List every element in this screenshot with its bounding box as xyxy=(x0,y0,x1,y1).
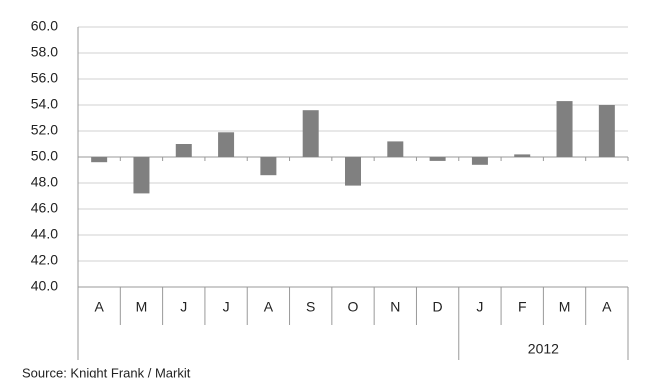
x-tick-label: A xyxy=(264,299,274,315)
bar xyxy=(598,105,615,157)
y-tick-label: 60.0 xyxy=(31,18,58,34)
x-tick-label: S xyxy=(306,299,315,315)
bar xyxy=(260,157,277,176)
x-tick-label: A xyxy=(94,299,104,315)
bar xyxy=(133,157,150,194)
x-tick-label: D xyxy=(433,299,443,315)
bar xyxy=(429,157,446,161)
y-tick-label: 50.0 xyxy=(31,148,58,164)
x-group-label: 2012 xyxy=(528,341,559,357)
x-tick-label: J xyxy=(223,299,230,315)
bar xyxy=(345,157,361,186)
bar xyxy=(175,144,192,157)
y-tick-label: 58.0 xyxy=(31,44,58,60)
y-tick-label: 46.0 xyxy=(31,200,58,216)
x-tick-label: F xyxy=(518,299,527,315)
bar xyxy=(471,157,488,165)
x-tick-label: N xyxy=(390,299,400,315)
y-tick-label: 42.0 xyxy=(31,252,58,268)
x-tick-label: M xyxy=(136,299,148,315)
x-tick-label: M xyxy=(559,299,571,315)
bar xyxy=(218,132,235,157)
y-tick-label: 44.0 xyxy=(31,226,58,242)
x-tick-label: J xyxy=(476,299,483,315)
bar xyxy=(302,110,319,157)
y-tick-label: 52.0 xyxy=(31,122,58,138)
y-tick-label: 48.0 xyxy=(31,174,58,190)
bar xyxy=(556,101,573,157)
source-note: Source: Knight Frank / Markit xyxy=(22,365,191,378)
x-tick-label: O xyxy=(348,299,359,315)
bar xyxy=(514,154,531,157)
bar xyxy=(387,141,404,157)
y-tick-label: 56.0 xyxy=(31,70,58,86)
y-tick-label: 54.0 xyxy=(31,96,58,112)
y-tick-label: 40.0 xyxy=(31,278,58,294)
x-tick-label: A xyxy=(602,299,612,315)
x-tick-label: J xyxy=(180,299,187,315)
bar xyxy=(91,157,108,163)
